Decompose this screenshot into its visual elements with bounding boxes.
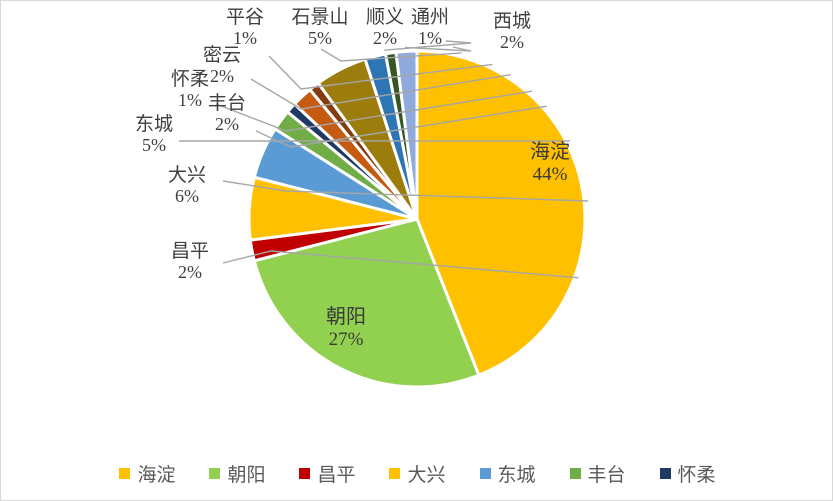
legend-item[interactable]: 朝阳 <box>209 460 265 487</box>
legend-item[interactable]: 怀柔 <box>659 460 716 487</box>
legend-item[interactable]: 海淀 <box>119 460 175 487</box>
data-label-name: 昌平 <box>170 241 209 262</box>
leader-line <box>268 55 493 90</box>
data-label-percent: 1% <box>418 28 442 49</box>
legend-label: 丰台 <box>587 464 626 486</box>
data-label-name: 密云 <box>202 45 241 66</box>
data-label-shunyi: 顺义 2% <box>356 7 414 48</box>
pie-chart-svg <box>179 40 589 389</box>
pie-slice[interactable] <box>415 49 587 378</box>
data-label-chaoyang: 朝阳 27% <box>309 306 383 351</box>
data-label-shijingshan: 石景山 5% <box>281 7 359 48</box>
legend-label: 朝阳 <box>227 464 266 486</box>
leader-line <box>384 40 472 51</box>
leader-line <box>222 250 579 279</box>
leader-line <box>255 105 547 148</box>
leader-line <box>320 48 462 62</box>
legend-item[interactable]: 大兴 <box>389 460 446 487</box>
data-label-percent: 27% <box>328 329 364 350</box>
data-label-percent: 2% <box>215 114 239 135</box>
data-label-huairou: 怀柔 1% <box>161 69 219 110</box>
data-label-name: 丰台 <box>207 93 246 114</box>
legend-label: 海淀 <box>137 464 176 486</box>
legend-label: 东城 <box>497 464 536 486</box>
data-label-name: 怀柔 <box>170 69 209 90</box>
legend-item[interactable]: 昌平 <box>299 460 355 487</box>
chart-legend: 海淀 朝阳 昌平 大兴 东城 丰台 怀柔 <box>1 449 832 497</box>
legend-label: 昌平 <box>317 464 356 486</box>
legend-swatch <box>389 467 401 479</box>
data-label-percent: 2% <box>210 66 234 87</box>
legend-swatch <box>119 467 131 479</box>
data-label-percent: 44% <box>532 164 568 185</box>
data-label-percent: 1% <box>178 90 202 111</box>
pie-slice[interactable] <box>252 217 481 389</box>
legend-swatch <box>479 467 491 479</box>
data-label-percent: 1% <box>233 28 257 49</box>
data-label-xicheng: 西城 2% <box>481 11 543 52</box>
data-label-pinggu: 平谷 1% <box>214 7 276 48</box>
legend-item[interactable]: 东城 <box>479 460 536 487</box>
data-label-percent: 6% <box>175 186 199 207</box>
legend-swatch <box>569 467 581 479</box>
data-label-name: 通州 <box>410 7 449 28</box>
leader-line <box>222 180 589 202</box>
legend-label: 怀柔 <box>677 464 716 486</box>
legend-item[interactable]: 丰台 <box>569 460 626 487</box>
data-label-changping: 昌平 2% <box>159 241 221 282</box>
leader-line <box>215 90 533 132</box>
legend-label: 大兴 <box>407 464 446 486</box>
data-label-name: 东城 <box>134 114 173 135</box>
pie-slices-group <box>247 49 587 389</box>
legend-swatch <box>299 467 311 479</box>
data-label-name: 顺义 <box>365 7 404 28</box>
data-label-miyun: 密云 2% <box>193 45 251 86</box>
data-label-name: 朝阳 <box>326 306 366 328</box>
legend-swatch <box>659 467 671 479</box>
data-label-percent: 2% <box>500 32 524 53</box>
legend-swatch <box>209 467 221 479</box>
data-label-tongzhou: 通州 1% <box>401 7 459 48</box>
data-label-percent: 5% <box>308 28 332 49</box>
leader-line <box>250 74 511 110</box>
data-label-haidian: 海淀 44% <box>513 141 587 186</box>
data-label-name: 石景山 <box>291 7 349 28</box>
data-label-name: 平谷 <box>225 7 264 28</box>
pie-plot-area <box>1 1 832 441</box>
data-label-daxing: 大兴 6% <box>156 165 218 206</box>
data-label-dongcheng: 东城 5% <box>123 114 185 155</box>
data-label-name: 西城 <box>492 11 531 32</box>
data-label-percent: 5% <box>142 135 166 156</box>
data-label-fengtai: 丰台 2% <box>198 93 256 134</box>
data-label-percent: 2% <box>373 28 397 49</box>
leader-line <box>404 46 472 52</box>
leader-lines-group <box>179 40 589 279</box>
data-label-name: 大兴 <box>167 165 206 186</box>
data-label-percent: 2% <box>178 262 202 283</box>
data-label-name: 海淀 <box>530 141 570 163</box>
